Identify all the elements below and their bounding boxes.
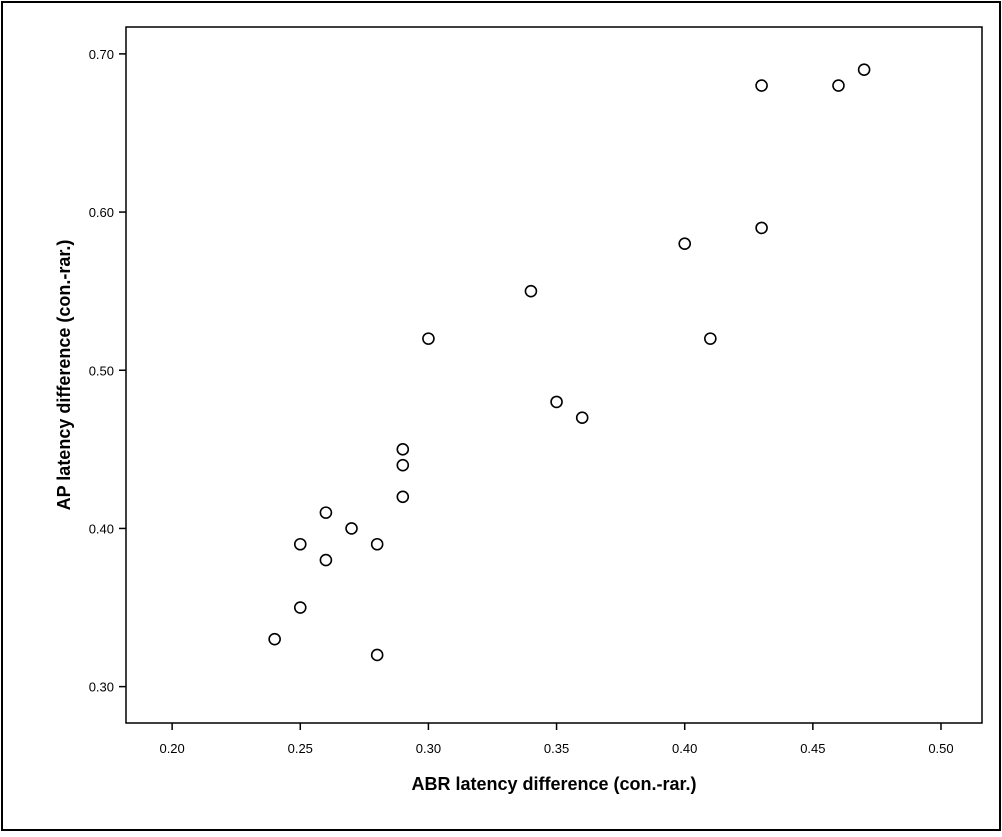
data-point xyxy=(396,490,410,504)
data-point xyxy=(755,79,768,92)
x-tick-label: 0.30 xyxy=(416,741,441,756)
y-tick-label: 0.60 xyxy=(89,205,114,220)
y-tick-label: 0.70 xyxy=(89,47,114,62)
x-tick-label: 0.25 xyxy=(288,741,313,756)
x-tick-label: 0.40 xyxy=(672,741,697,756)
x-tick-label: 0.35 xyxy=(544,741,569,756)
y-tick-label: 0.50 xyxy=(89,363,114,378)
x-tick-label: 0.20 xyxy=(159,741,184,756)
y-tick-label: 0.30 xyxy=(89,680,114,695)
data-point xyxy=(293,537,307,551)
plot-area xyxy=(125,26,983,724)
data-point xyxy=(370,648,384,662)
data-point xyxy=(678,237,692,251)
data-point xyxy=(755,221,768,235)
y-axis: 0.30 0.40 0.50 0.60 0.70 xyxy=(89,47,126,695)
x-tick-label: 0.50 xyxy=(928,741,953,756)
data-point xyxy=(319,506,333,519)
data-point xyxy=(345,522,358,535)
data-point xyxy=(396,443,410,456)
data-point xyxy=(857,63,871,77)
data-point xyxy=(268,632,281,646)
data-point xyxy=(293,601,307,614)
x-axis: 0.20 0.25 0.30 0.35 0.40 0.45 0.50 xyxy=(159,723,954,756)
data-point xyxy=(370,537,384,551)
x-tick-label: 0.45 xyxy=(800,741,825,756)
x-axis-title: ABR latency difference (con.-rar.) xyxy=(411,774,696,794)
data-point xyxy=(832,79,845,92)
data-point xyxy=(550,395,563,409)
data-point xyxy=(396,458,410,472)
data-point xyxy=(422,332,435,345)
data-point xyxy=(575,411,589,425)
data-point xyxy=(319,553,333,567)
data-points xyxy=(268,63,871,662)
data-point xyxy=(524,284,538,298)
y-tick-label: 0.40 xyxy=(89,521,114,536)
y-axis-title: AP latency difference (con.-rar.) xyxy=(54,240,74,511)
data-point xyxy=(704,332,717,345)
